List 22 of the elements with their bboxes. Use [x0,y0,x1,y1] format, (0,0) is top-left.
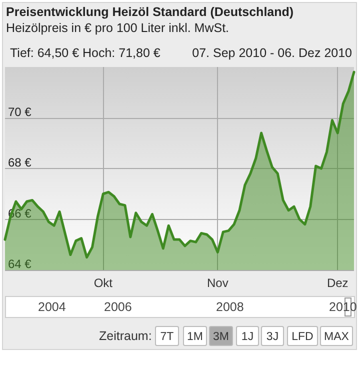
text: LFD [287,326,318,346]
y-tick-label: 64 € [8,257,32,271]
text: 3J [261,326,284,346]
text: Zeitraum: [99,329,152,343]
text: 2006 [104,300,132,314]
text: 7T [155,326,179,346]
x-tick-label: Okt [94,276,114,290]
y-tick-label: 70 € [8,104,32,119]
text: 2004 [38,300,66,314]
x-tick-label: Nov [207,276,228,290]
chart-subtitle: Heizölpreis in € pro 100 Liter inkl. MwSt. [6,21,230,35]
chart-title: Preisentwicklung Heizöl Standard (Deutschland) [6,5,294,19]
text: Tief: 64,50 € Hoch: 71,80 € [10,46,160,60]
text: 3M [209,326,233,346]
text: 07. Sep 2010 - 06. Dez 2010 [192,46,352,60]
x-tick-label: Dez [326,276,348,290]
y-tick-label: 68 € [8,156,32,170]
text: 1M [183,326,207,346]
text: 1J [236,326,259,346]
text: 2010 [329,300,357,314]
text: MAX [320,326,353,346]
text: 2008 [216,300,244,314]
